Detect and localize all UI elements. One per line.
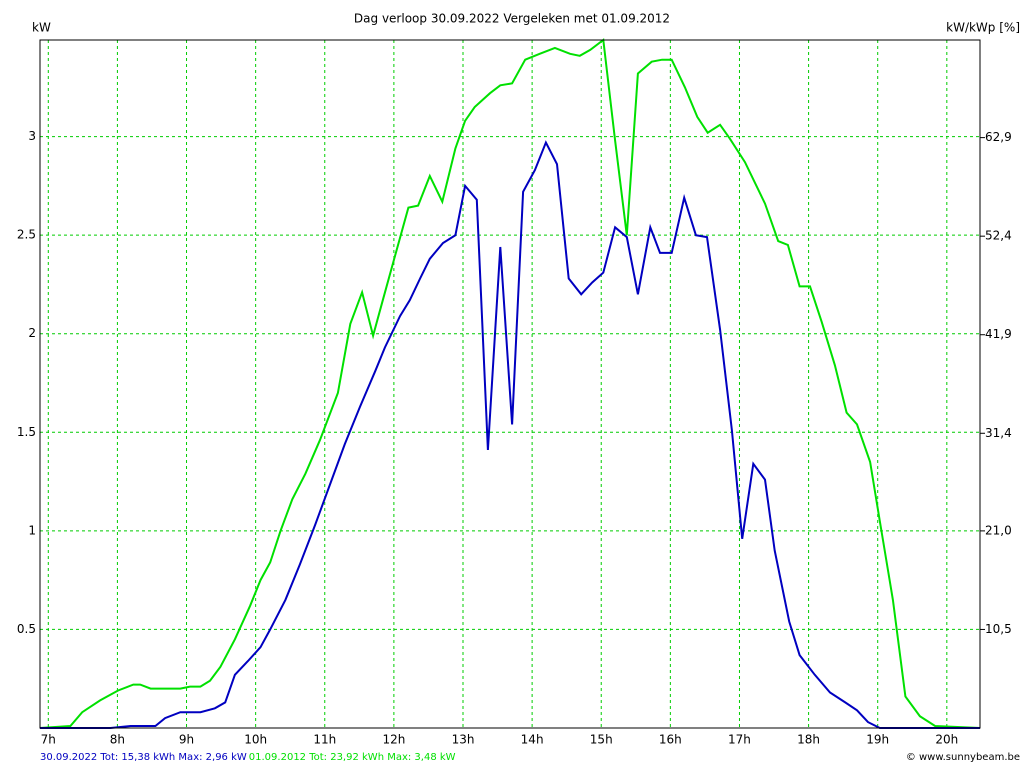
x-tick-label: 20h: [935, 733, 958, 747]
y2-tick-label: 62,9: [985, 130, 1012, 144]
x-tick-label: 17h: [728, 733, 751, 747]
x-tick-label: 18h: [797, 733, 820, 747]
y2-tick-label: 41,9: [985, 327, 1012, 341]
legend: 30.09.2022 Tot: 15,38 kWh Max: 2,96 kW 01…: [40, 752, 456, 763]
chart-title: Dag verloop 30.09.2022 Vergeleken met 01…: [354, 12, 670, 26]
series-line: [39, 38, 981, 729]
y2-tick-label: 21,0: [985, 523, 1012, 537]
x-tick-label: 14h: [521, 733, 544, 747]
credit: © www.sunnybeam.be: [906, 752, 1020, 763]
x-tick-label: 8h: [110, 733, 125, 747]
x-tick-label: 11h: [313, 733, 336, 747]
y-tick-label: 2.5: [17, 228, 36, 242]
x-tick-label: 13h: [452, 733, 475, 747]
y-tick-label: 3: [28, 129, 36, 143]
series-line: [40, 140, 980, 729]
y-axis-label: kW: [32, 21, 51, 35]
x-tick-label: 19h: [866, 733, 889, 747]
y-tick-label: 2: [28, 326, 36, 340]
y-tick-label: 1.5: [17, 425, 36, 439]
x-tick-label: 12h: [382, 733, 405, 747]
plot-border: [39, 39, 981, 729]
x-tick-label: 16h: [659, 733, 682, 747]
y-tick-label: 0.5: [17, 622, 36, 636]
y-tick-label: 1: [28, 523, 36, 537]
x-tick-label: 10h: [244, 733, 267, 747]
x-tick-label: 15h: [590, 733, 613, 747]
legend-entry: 30.09.2022 Tot: 15,38 kWh Max: 2,96 kW: [40, 752, 247, 763]
y2-tick-label: 52,4: [985, 229, 1012, 243]
y2-axis-label: kW/kWp [%]: [946, 21, 1020, 35]
y2-tick-label: 31,4: [985, 426, 1012, 440]
x-tick-label: 7h: [41, 733, 56, 747]
y2-tick-label: 10,5: [985, 622, 1012, 636]
x-tick-label: 9h: [179, 733, 194, 747]
legend-entry: 01.09.2012 Tot: 23,92 kWh Max: 3,48 kW: [249, 752, 456, 763]
